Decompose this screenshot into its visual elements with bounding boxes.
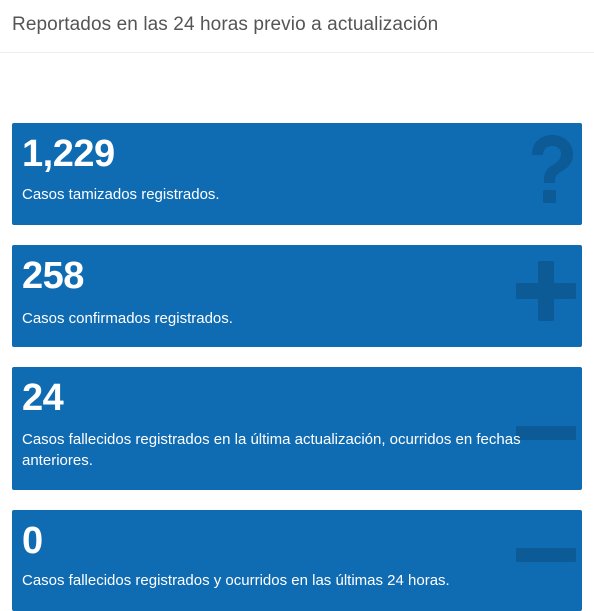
stat-card-deaths-previous: 24 Casos fallecidos registrados en la úl… (12, 367, 582, 490)
stat-description: Casos fallecidos registrados en la últim… (22, 431, 521, 469)
section-header: Reportados en las 24 horas previo a actu… (0, 0, 594, 53)
minus-icon (516, 548, 576, 562)
minus-icon (516, 426, 576, 440)
stat-description: Casos fallecidos registrados y ocurridos… (22, 572, 450, 589)
stat-value: 258 (22, 255, 84, 297)
plus-icon (516, 261, 576, 321)
stat-value: 0 (22, 520, 43, 562)
stat-card-confirmed: 258 Casos confirmados registrados. (12, 245, 582, 347)
question-icon (532, 135, 573, 203)
stat-value: 1,229 (22, 133, 115, 175)
stat-description: Casos tamizados registrados. (22, 186, 220, 203)
stat-card-screened: 1,229 Casos tamizados registrados. (12, 123, 582, 225)
stat-description: Casos confirmados registrados. (22, 310, 233, 327)
stat-card-deaths-24h: 0 Casos fallecidos registrados y ocurrid… (12, 510, 582, 611)
stat-value: 24 (22, 377, 64, 419)
section-title: Reportados en las 24 horas previo a actu… (12, 14, 439, 35)
